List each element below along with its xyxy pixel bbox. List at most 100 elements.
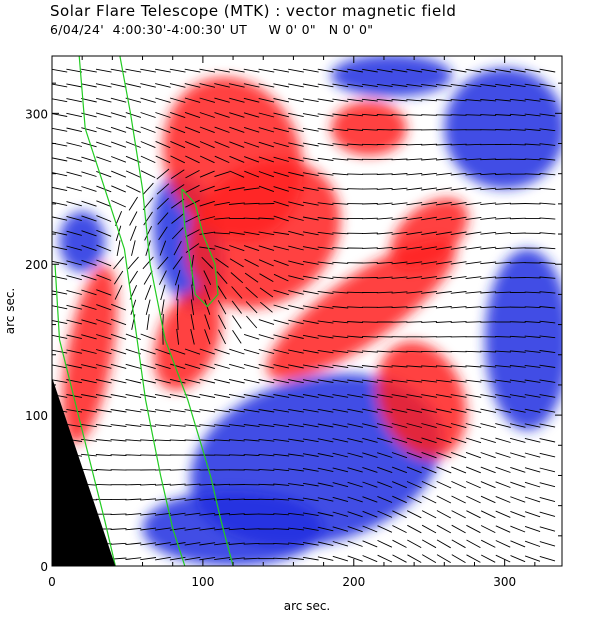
vector-mark bbox=[347, 306, 364, 309]
vector-mark bbox=[288, 498, 304, 501]
vector-mark bbox=[110, 409, 127, 413]
vector-mark bbox=[243, 126, 260, 133]
vector-mark bbox=[288, 394, 304, 398]
vector-mark bbox=[435, 187, 452, 191]
vector-mark bbox=[95, 394, 112, 398]
vector-mark bbox=[361, 128, 378, 131]
vector-mark bbox=[347, 511, 363, 518]
vector-mark bbox=[52, 290, 68, 295]
vector-mark bbox=[391, 365, 408, 368]
vector-mark bbox=[362, 496, 378, 503]
vector-mark bbox=[539, 83, 556, 88]
vector-mark bbox=[125, 409, 142, 413]
vector-mark bbox=[66, 83, 83, 88]
vector-mark bbox=[317, 408, 334, 413]
vector-mark bbox=[391, 291, 408, 294]
vector-mark bbox=[125, 483, 142, 486]
vector-mark bbox=[539, 143, 556, 146]
vector-mark bbox=[288, 512, 304, 516]
vector-mark bbox=[391, 437, 408, 444]
vector-mark bbox=[480, 525, 496, 534]
vector-mark bbox=[495, 188, 511, 190]
vector-mark bbox=[288, 83, 304, 88]
vector-mark bbox=[159, 240, 167, 256]
vector-mark bbox=[243, 217, 260, 220]
vector-mark bbox=[96, 259, 112, 267]
vector-mark bbox=[199, 439, 216, 442]
vector-mark bbox=[111, 170, 127, 178]
vector-mark bbox=[95, 409, 112, 413]
vector-mark bbox=[214, 439, 231, 442]
vector-mark bbox=[480, 68, 497, 73]
chart-subtitle: 6/04/24' 4:00:30'-4:00:30' UT W 0' 0" N … bbox=[50, 22, 374, 37]
vector-mark bbox=[302, 542, 319, 546]
vector-mark bbox=[129, 211, 138, 226]
vector-mark bbox=[332, 158, 349, 161]
vector-mark bbox=[273, 334, 290, 340]
vector-mark bbox=[52, 379, 68, 384]
vector-mark bbox=[96, 127, 112, 133]
vector-mark bbox=[258, 245, 275, 251]
vector-mark bbox=[391, 276, 408, 279]
vector-mark bbox=[111, 156, 127, 163]
vector-mark bbox=[110, 542, 127, 545]
vector-mark bbox=[273, 423, 290, 428]
vector-mark bbox=[495, 481, 511, 488]
vector-mark bbox=[332, 408, 349, 413]
vector-mark bbox=[332, 320, 349, 324]
vector-mark bbox=[228, 187, 245, 191]
vector-mark bbox=[95, 349, 112, 355]
vector-mark bbox=[332, 364, 349, 368]
vector-mark bbox=[157, 256, 169, 270]
vector-mark bbox=[465, 68, 482, 73]
vector-mark bbox=[302, 320, 319, 324]
vector-mark bbox=[436, 437, 452, 444]
vector-mark bbox=[273, 453, 290, 457]
vector-mark bbox=[510, 510, 526, 518]
vector-mark bbox=[52, 231, 68, 236]
vector-mark bbox=[406, 276, 423, 280]
vector-mark bbox=[110, 454, 127, 456]
vector-mark bbox=[524, 188, 541, 190]
vector-mark bbox=[480, 231, 497, 235]
vector-mark bbox=[436, 466, 452, 474]
vector-mark bbox=[465, 437, 482, 444]
vector-mark bbox=[480, 261, 497, 265]
vector-mark bbox=[199, 409, 216, 413]
vector-mark bbox=[347, 408, 363, 413]
vector-mark bbox=[362, 394, 378, 398]
vector-mark bbox=[302, 187, 319, 191]
vector-mark bbox=[52, 68, 68, 73]
vector-mark bbox=[125, 83, 142, 88]
vector-mark bbox=[169, 363, 186, 370]
vector-mark bbox=[229, 393, 245, 398]
vector-mark bbox=[377, 481, 393, 488]
vector-mark bbox=[347, 467, 363, 473]
vector-mark bbox=[52, 246, 68, 251]
contour-sunspot bbox=[181, 188, 219, 308]
vector-mark bbox=[495, 336, 511, 338]
vector-mark bbox=[480, 481, 496, 489]
vector-mark bbox=[128, 270, 138, 285]
vector-mark bbox=[81, 127, 97, 133]
vector-mark bbox=[332, 423, 349, 428]
vector-mark bbox=[495, 408, 511, 413]
vector-mark bbox=[317, 246, 334, 250]
vector-mark bbox=[509, 437, 526, 443]
vector-mark bbox=[66, 142, 83, 147]
vector-mark bbox=[332, 68, 349, 73]
vector-mark bbox=[96, 141, 112, 148]
vector-mark bbox=[288, 319, 304, 325]
vector-mark bbox=[406, 187, 423, 191]
vector-mark bbox=[171, 213, 185, 224]
vector-mark bbox=[95, 483, 112, 486]
vector-mark bbox=[407, 524, 422, 534]
vector-mark bbox=[228, 231, 245, 235]
vector-mark bbox=[391, 202, 408, 206]
vector-mark bbox=[376, 217, 393, 220]
vector-mark bbox=[392, 525, 407, 534]
vector-mark bbox=[81, 200, 97, 207]
vector-mark bbox=[185, 214, 200, 223]
vector-mark bbox=[81, 438, 97, 442]
vector-mark bbox=[52, 364, 68, 369]
